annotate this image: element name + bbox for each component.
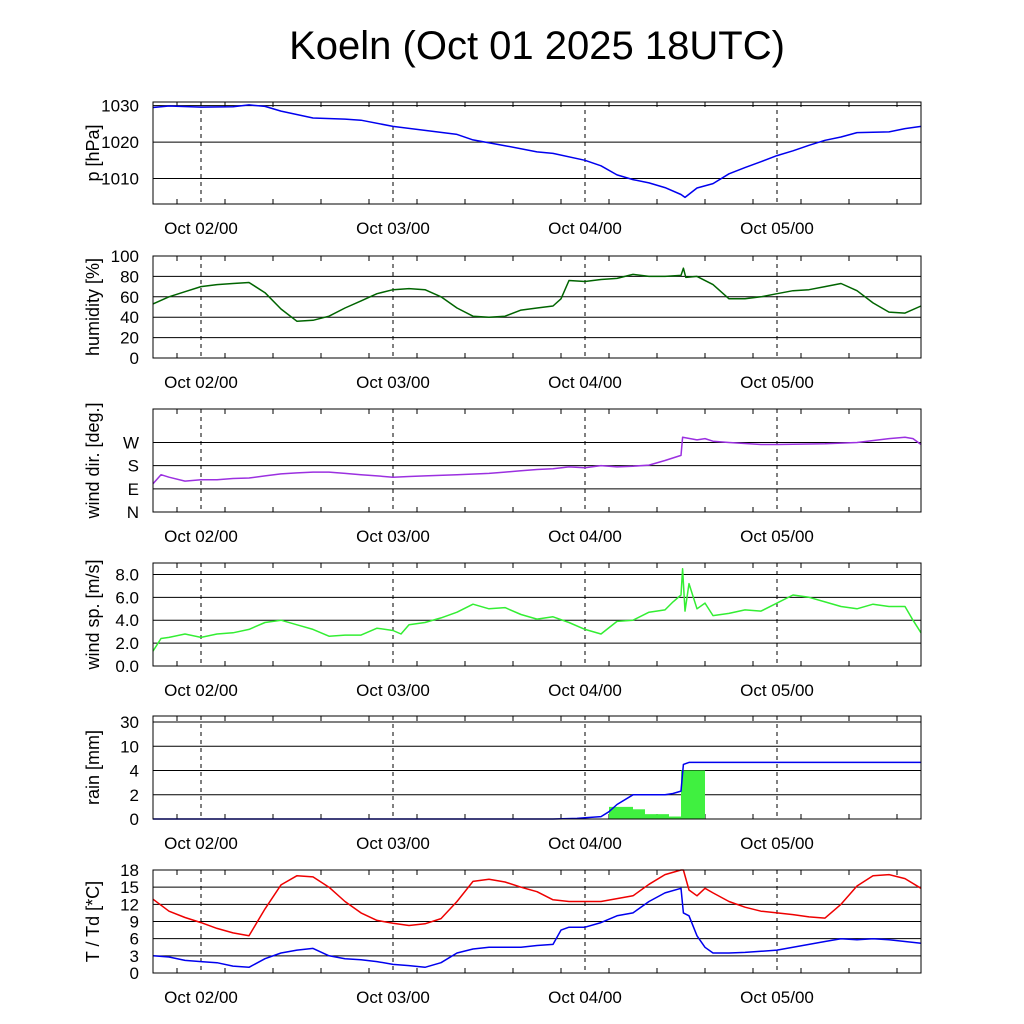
y-tick-label: 18 xyxy=(120,861,139,880)
x-tick-label: Oct 04/00 xyxy=(548,988,622,1007)
x-tick-label: Oct 02/00 xyxy=(164,219,238,238)
x-tick-label: Oct 02/00 xyxy=(164,988,238,1007)
series-line-dewpoint xyxy=(152,887,922,969)
y-tick-label: E xyxy=(128,480,139,499)
y-tick-label: 0 xyxy=(130,810,139,829)
y-axis-label: rain [mm] xyxy=(83,730,103,805)
panel-frame xyxy=(152,562,922,667)
y-tick-label: 100 xyxy=(111,247,139,266)
y-tick-label: 1010 xyxy=(101,170,139,189)
x-tick-label: Oct 03/00 xyxy=(356,527,430,546)
y-tick-label: 1020 xyxy=(101,133,139,152)
panel-frame xyxy=(152,715,922,820)
y-axis-label: wind dir. [deg.] xyxy=(83,402,103,519)
x-tick-label: Oct 02/00 xyxy=(164,373,238,392)
x-tick-label: Oct 05/00 xyxy=(740,681,814,700)
panel-pressure: 1010 1020 1030 Oct 02/00 Oct 03/00 Oct 04/00 O… xyxy=(83,97,922,238)
x-tick-label: Oct 03/00 xyxy=(356,681,430,700)
y-axis-label: wind sp. [m/s] xyxy=(83,559,103,670)
x-tick-label: Oct 05/00 xyxy=(740,373,814,392)
series-line-temperature xyxy=(152,869,922,937)
panel-wind_speed: 0.0 2.0 4.0 6.0 8.0 Oct 02/00 Oct 03/00 Oct 04/… xyxy=(83,559,922,700)
x-tick-label: Oct 05/00 xyxy=(740,834,814,853)
x-tick-label: Oct 02/00 xyxy=(164,834,238,853)
panel-rain: 0 2 4 10 30 Oct 02/00 Oct 03/00 Oct 04/00 Oct 05… xyxy=(83,713,922,853)
y-tick-label: S xyxy=(128,457,139,476)
y-tick-label: 30 xyxy=(120,713,139,732)
x-tick-label: Oct 03/00 xyxy=(356,373,430,392)
series-line-wind-direction xyxy=(152,436,922,485)
rain-bar xyxy=(681,770,705,819)
y-tick-label: 10 xyxy=(120,737,139,756)
y-tick-label: W xyxy=(123,433,139,452)
panel-frame xyxy=(152,255,922,359)
x-tick-label: Oct 05/00 xyxy=(740,527,814,546)
y-tick-label: 1030 xyxy=(101,97,139,116)
x-tick-label: Oct 03/00 xyxy=(356,219,430,238)
x-tick-label: Oct 02/00 xyxy=(164,681,238,700)
y-tick-label: 80 xyxy=(120,267,139,286)
y-tick-label: 4.0 xyxy=(115,611,139,630)
y-tick-label: 3 xyxy=(130,947,139,966)
y-tick-label: 2 xyxy=(130,786,139,805)
y-axis-label: p [hPa] xyxy=(83,124,103,181)
x-tick-label: Oct 05/00 xyxy=(740,219,814,238)
y-tick-label: 6 xyxy=(130,930,139,949)
panel-frame xyxy=(152,869,922,974)
y-tick-label: 0.0 xyxy=(115,657,139,676)
series-line-relative-humidity xyxy=(152,267,922,323)
y-tick-label: 15 xyxy=(120,878,139,897)
chart-title: Koeln (Oct 01 2025 18UTC) xyxy=(289,24,785,68)
x-tick-label: Oct 03/00 xyxy=(356,834,430,853)
y-tick-label: 0 xyxy=(130,349,139,368)
rain-bar xyxy=(621,809,645,819)
x-tick-label: Oct 02/00 xyxy=(164,527,238,546)
y-tick-label: 0 xyxy=(130,964,139,983)
y-tick-label: 40 xyxy=(120,308,139,327)
series-line-pressure xyxy=(152,104,922,199)
y-tick-label: 4 xyxy=(130,762,139,781)
y-tick-label: 20 xyxy=(120,329,139,348)
series-line-wind-speed xyxy=(152,567,922,652)
y-tick-label: 12 xyxy=(120,895,139,914)
y-tick-label: 6.0 xyxy=(115,588,139,607)
y-axis-label: humidity [%] xyxy=(83,258,103,356)
x-tick-label: Oct 05/00 xyxy=(740,988,814,1007)
x-tick-label: Oct 04/00 xyxy=(548,219,622,238)
panel-frame xyxy=(152,408,922,513)
y-tick-label: 2.0 xyxy=(115,634,139,653)
x-tick-label: Oct 04/00 xyxy=(548,527,622,546)
x-tick-label: Oct 04/00 xyxy=(548,834,622,853)
x-tick-label: Oct 04/00 xyxy=(548,373,622,392)
x-tick-label: Oct 04/00 xyxy=(548,681,622,700)
y-tick-label: 8.0 xyxy=(115,565,139,584)
rain-bar xyxy=(661,816,685,819)
x-tick-label: Oct 03/00 xyxy=(356,988,430,1007)
panel-frame xyxy=(152,101,922,205)
y-tick-label: N xyxy=(127,503,139,522)
y-axis-label: T / Td [*C] xyxy=(83,881,103,962)
y-tick-label: 60 xyxy=(120,288,139,307)
y-tick-label: 9 xyxy=(130,913,139,932)
